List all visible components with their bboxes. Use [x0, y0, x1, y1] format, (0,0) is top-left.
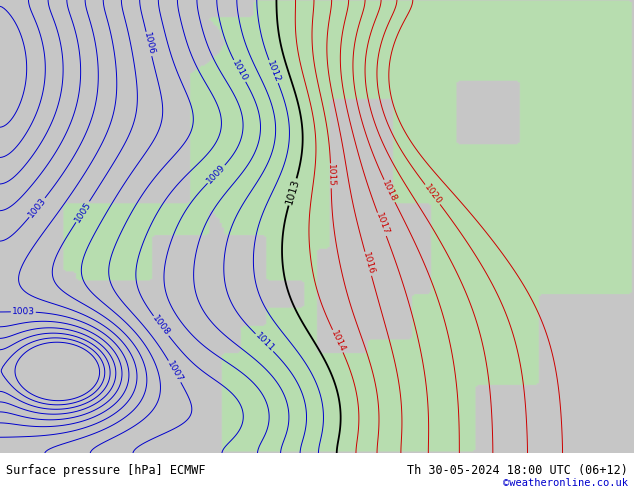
Text: 1018: 1018 — [380, 179, 399, 203]
Text: 1009: 1009 — [205, 163, 228, 186]
Text: 1014: 1014 — [329, 329, 347, 353]
Text: 1015: 1015 — [326, 164, 336, 188]
Text: 1007: 1007 — [165, 359, 184, 384]
Text: Th 30-05-2024 18:00 UTC (06+12): Th 30-05-2024 18:00 UTC (06+12) — [407, 465, 628, 477]
Text: 1010: 1010 — [230, 59, 249, 83]
Text: 1003: 1003 — [12, 307, 35, 317]
Text: 1008: 1008 — [150, 314, 172, 338]
Text: 1020: 1020 — [422, 183, 443, 206]
Text: 1006: 1006 — [142, 32, 156, 56]
Text: 1003: 1003 — [27, 196, 48, 220]
Text: 1011: 1011 — [253, 331, 276, 354]
Text: 1013: 1013 — [284, 178, 301, 206]
Text: ©weatheronline.co.uk: ©weatheronline.co.uk — [503, 478, 628, 488]
Text: 1016: 1016 — [361, 251, 375, 276]
Text: 1017: 1017 — [373, 212, 390, 237]
Text: 1012: 1012 — [265, 59, 282, 84]
Text: Surface pressure [hPa] ECMWF: Surface pressure [hPa] ECMWF — [6, 465, 206, 477]
Text: 1005: 1005 — [73, 200, 93, 224]
